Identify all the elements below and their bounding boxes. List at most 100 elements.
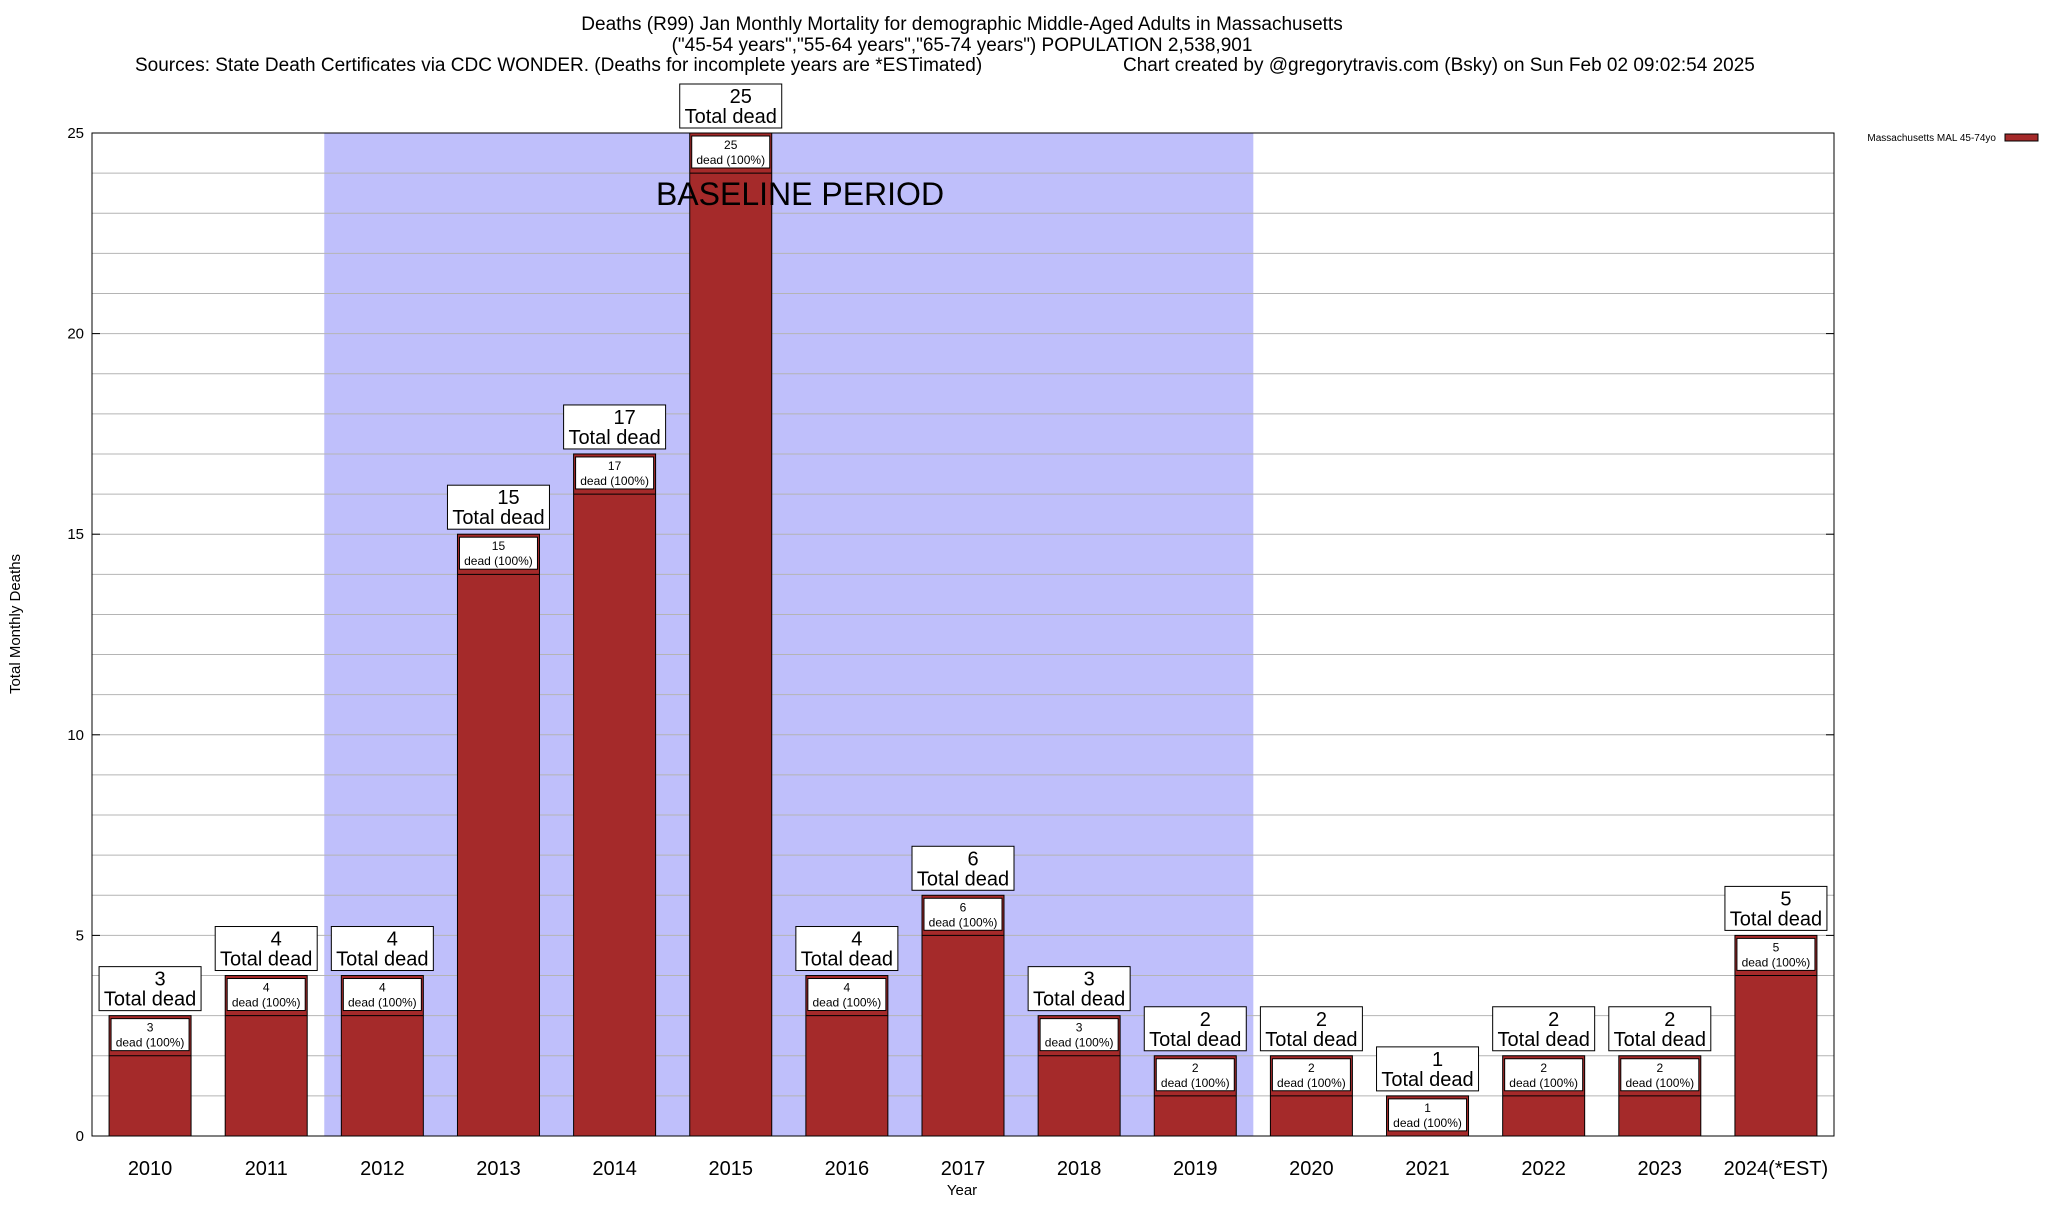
total-label-box — [1027, 966, 1131, 1012]
x-tick-label: 2015 — [708, 1158, 753, 1180]
y-tick-label: 15 — [67, 526, 84, 543]
total-label-box — [214, 926, 318, 972]
total-text-label: Total dead — [104, 989, 196, 1011]
x-tick-label: 2011 — [245, 1158, 288, 1180]
inner-label-box — [807, 978, 887, 1012]
total-text-label: Total dead — [1730, 908, 1822, 930]
chart-credit: Chart created by @gregorytravis.com (Bsk… — [1123, 55, 1755, 76]
y-tick-label: 20 — [67, 326, 84, 343]
total-text-label: Total dead — [1498, 1029, 1590, 1051]
total-value-label: 4 — [271, 929, 282, 951]
total-label-box — [98, 966, 202, 1012]
x-tick-label: 2023 — [1638, 1158, 1683, 1180]
total-text-label: Total dead — [1614, 1029, 1706, 1051]
x-tick-label: 2021 — [1405, 1158, 1450, 1180]
legend-label: Massachusetts MAL 45-74yo — [1867, 133, 1996, 144]
inner-percent-label: dead (100%) — [1742, 955, 1811, 969]
total-text-label: Total dead — [1265, 1029, 1357, 1051]
total-text-label: Total dead — [1149, 1029, 1241, 1051]
bar — [573, 453, 657, 1137]
inner-value-label: 25 — [724, 138, 738, 152]
inner-percent-label: dead (100%) — [348, 996, 417, 1010]
total-value-label: 2 — [1316, 1009, 1327, 1031]
total-label-box — [679, 83, 783, 129]
y-tick-label: 25 — [67, 125, 84, 142]
total-text-label: Total dead — [452, 507, 544, 529]
total-value-label: 2 — [1664, 1009, 1675, 1031]
inner-percent-label: dead (100%) — [580, 474, 649, 488]
inner-percent-label: dead (100%) — [1161, 1076, 1230, 1090]
inner-percent-label: dead (100%) — [696, 153, 765, 167]
total-text-label: Total dead — [220, 949, 312, 971]
y-tick-label: 0 — [76, 1128, 84, 1145]
legend-swatch — [2004, 133, 2039, 142]
total-value-label: 3 — [1084, 969, 1095, 991]
total-text-label: Total dead — [568, 427, 660, 449]
total-value-label: 15 — [497, 487, 519, 509]
x-tick-label: 2014 — [592, 1158, 637, 1180]
inner-value-label: 4 — [844, 981, 851, 995]
total-label-box — [446, 484, 550, 530]
total-text-label: Total dead — [801, 949, 893, 971]
inner-value-label: 3 — [147, 1021, 154, 1035]
inner-label-box — [1039, 1018, 1119, 1052]
inner-label-box — [575, 456, 655, 490]
inner-label-box — [1736, 937, 1816, 971]
total-value-label: 6 — [967, 848, 978, 870]
inner-percent-label: dead (100%) — [1045, 1036, 1114, 1050]
y-tick-label: 5 — [76, 927, 84, 944]
inner-percent-label: dead (100%) — [232, 996, 301, 1010]
x-tick-label: 2019 — [1173, 1158, 1218, 1180]
inner-label-box — [691, 135, 771, 169]
inner-label-box — [458, 536, 538, 570]
x-tick-label: 2022 — [1521, 1158, 1566, 1180]
total-value-label: 2 — [1548, 1009, 1559, 1031]
inner-percent-label: dead (100%) — [464, 554, 533, 568]
x-tick-label: 2020 — [1289, 1158, 1334, 1180]
inner-percent-label: dead (100%) — [1509, 1076, 1578, 1090]
x-tick-label: 2024(*EST) — [1724, 1158, 1829, 1180]
bar — [689, 132, 773, 1137]
inner-percent-label: dead (100%) — [116, 1036, 185, 1050]
chart-sources: Sources: State Death Certificates via CD… — [135, 55, 982, 76]
inner-value-label: 2 — [1540, 1061, 1547, 1075]
chart-subtitle: ("45-54 years","55-64 years","65-74 year… — [672, 35, 1253, 56]
x-tick-label: 2017 — [941, 1158, 986, 1180]
total-label-box — [1724, 885, 1828, 931]
inner-percent-label: dead (100%) — [1625, 1076, 1694, 1090]
total-text-label: Total dead — [336, 949, 428, 971]
inner-label-box — [1504, 1058, 1584, 1092]
total-value-label: 4 — [851, 929, 862, 951]
inner-label-box — [226, 978, 306, 1012]
x-axis-label: Year — [947, 1182, 977, 1199]
bar — [456, 533, 540, 1137]
inner-percent-label: dead (100%) — [813, 996, 882, 1010]
inner-value-label: 1 — [1424, 1101, 1431, 1115]
inner-value-label: 6 — [960, 900, 967, 914]
baseline-label: BASELINE PERIOD — [656, 176, 944, 212]
inner-value-label: 15 — [492, 539, 506, 553]
inner-label-box — [110, 1018, 190, 1052]
x-tick-label: 2016 — [825, 1158, 870, 1180]
x-tick-label: 2018 — [1057, 1158, 1102, 1180]
inner-value-label: 2 — [1656, 1061, 1663, 1075]
inner-value-label: 2 — [1192, 1061, 1199, 1075]
total-label-box — [1143, 1006, 1247, 1052]
total-text-label: Total dead — [685, 106, 777, 128]
total-value-label: 2 — [1200, 1009, 1211, 1031]
inner-label-box — [1271, 1058, 1351, 1092]
inner-value-label: 2 — [1308, 1061, 1315, 1075]
inner-value-label: 3 — [1076, 1021, 1083, 1035]
total-label-box — [563, 404, 667, 450]
inner-label-box — [923, 897, 1003, 931]
y-axis-label: Total Monthly Deaths — [7, 554, 24, 694]
total-value-label: 5 — [1780, 888, 1791, 910]
total-label-box — [1376, 1046, 1480, 1092]
inner-value-label: 5 — [1773, 940, 1780, 954]
bar — [921, 894, 1005, 1137]
total-value-label: 1 — [1432, 1049, 1443, 1071]
legend: Massachusetts MAL 45-74yo — [1867, 133, 2039, 144]
inner-value-label: 17 — [608, 459, 622, 473]
